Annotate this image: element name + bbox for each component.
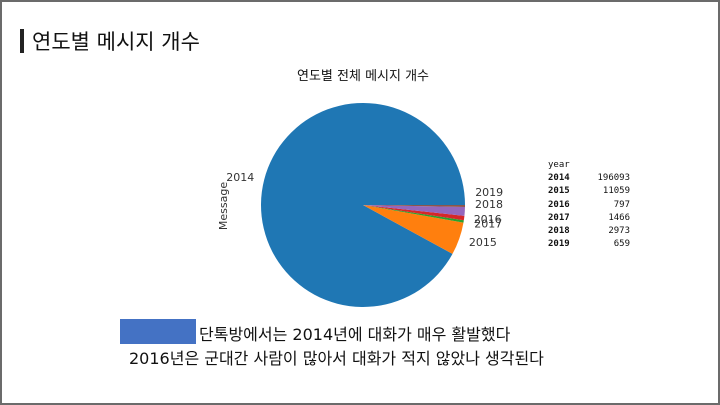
table-value-cell: 196093 bbox=[597, 173, 630, 184]
pie-label-2017: 2017 bbox=[474, 217, 502, 230]
table-row: 2015 11059 bbox=[548, 185, 630, 198]
table-year-cell: 2014 bbox=[548, 173, 570, 184]
note-line-1: 단톡방에서는 2014년에 대화가 매우 활발했다 bbox=[199, 325, 511, 344]
table-year-cell: 2016 bbox=[548, 199, 570, 210]
note-line-2: 2016년은 군대간 사람이 많아서 대화가 적지 않았나 생각된다 bbox=[129, 349, 544, 368]
table-value-cell: 11059 bbox=[602, 186, 630, 197]
table-year-cell: 2019 bbox=[548, 239, 570, 250]
pie-slice-2016 bbox=[363, 205, 464, 223]
table-value-cell: 797 bbox=[613, 199, 630, 210]
pie-label-2014: 2014 bbox=[226, 171, 254, 184]
slide-title: 연도별 메시지 개수 bbox=[32, 30, 200, 54]
table-year-cell: 2018 bbox=[548, 225, 570, 236]
table-value-cell: 1466 bbox=[608, 212, 630, 223]
pie-label-2016: 2016 bbox=[474, 213, 502, 226]
pie-slice-2015 bbox=[363, 205, 464, 254]
redacted-block bbox=[120, 319, 196, 344]
table-index-name: year bbox=[548, 160, 570, 170]
pie-slices bbox=[261, 102, 465, 307]
pie-slice-2017 bbox=[363, 205, 465, 221]
y-axis-label: Message bbox=[217, 182, 230, 230]
pie-slice-2018 bbox=[363, 205, 465, 216]
pie-label-2015: 2015 bbox=[469, 236, 497, 249]
table-value-cell: 2973 bbox=[608, 225, 630, 236]
pie-label-2019: 2019 bbox=[475, 186, 503, 199]
table-rows: 2014 196093 2015 11059 2016 797 2017 1466 2018 29… bbox=[548, 172, 630, 251]
title-accent-bar bbox=[20, 29, 24, 53]
table-row: 2014 196093 bbox=[548, 172, 630, 185]
pie-label-2018: 2018 bbox=[475, 198, 503, 211]
table-row: 2019 659 bbox=[548, 238, 630, 251]
table-year-cell: 2017 bbox=[548, 212, 570, 223]
table-year-cell: 2015 bbox=[548, 186, 570, 197]
value-counts-table: year 2014 196093 2015 11059 2016 797 2017 1466 2… bbox=[548, 159, 630, 251]
table-row: 2018 2973 bbox=[548, 225, 630, 238]
pie-slice-2014 bbox=[261, 102, 465, 307]
pie-slice-2019 bbox=[363, 205, 465, 207]
table-row: 2016 797 bbox=[548, 199, 630, 212]
table-row: 2017 1466 bbox=[548, 212, 630, 225]
table-value-cell: 659 bbox=[613, 239, 630, 250]
chart-title: 연도별 전체 메시지 개수 bbox=[297, 69, 429, 84]
